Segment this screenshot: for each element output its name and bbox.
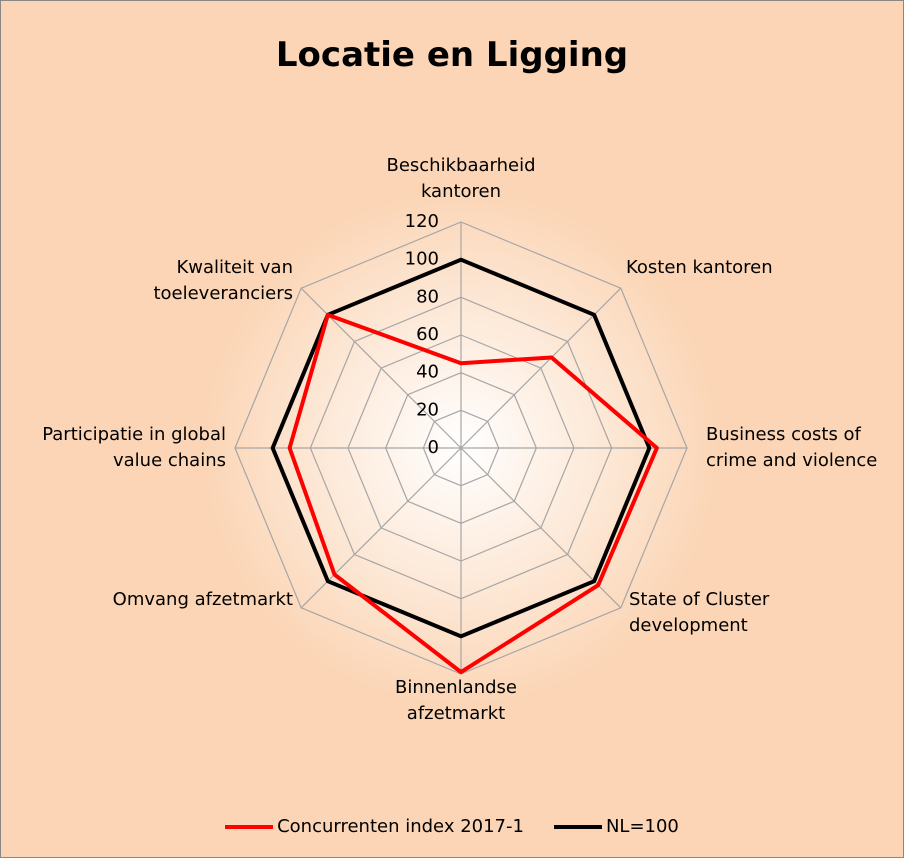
legend-label: Concurrenten index 2017-1 <box>277 816 524 837</box>
series-line <box>270 257 652 639</box>
y-tick-label: 60 <box>416 324 439 345</box>
y-tick-label: 0 <box>428 437 439 458</box>
chart-title: Locatie en Ligging <box>275 35 629 75</box>
legend: Concurrenten index 2017-1 NL=100 <box>1 816 903 837</box>
category-label: State of Cluster development <box>629 589 770 636</box>
y-tick-label: 40 <box>416 362 439 383</box>
category-label: Omvang afzetmarkt <box>112 589 293 610</box>
y-tick-label: 80 <box>416 286 439 307</box>
category-label: Kosten kantoren <box>626 257 773 278</box>
series-line <box>287 312 659 675</box>
category-label: Participatie in global value chains <box>42 424 226 471</box>
legend-item: Concurrenten index 2017-1 <box>225 816 524 837</box>
y-tick-label: 20 <box>416 399 439 420</box>
legend-swatch <box>225 824 274 829</box>
y-tick-label: 100 <box>405 249 439 270</box>
legend-label: NL=100 <box>605 816 679 837</box>
category-label: Kwaliteit van toeleveranciers <box>153 257 293 304</box>
category-label: Business costs of crime and violence <box>706 424 878 471</box>
legend-swatch <box>553 824 602 829</box>
category-label: Binnenlandse afzetmarkt <box>395 677 517 724</box>
y-tick-label: 120 <box>405 211 439 232</box>
category-label: Beschikbaarheid kantoren <box>386 155 536 202</box>
legend-item: NL=100 <box>553 816 679 837</box>
